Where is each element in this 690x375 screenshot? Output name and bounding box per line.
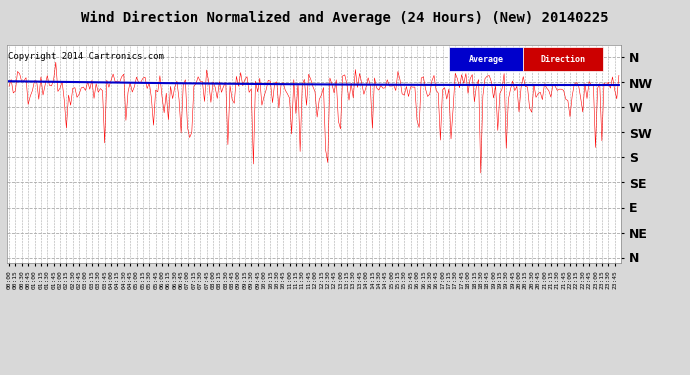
Text: Copyright 2014 Cartronics.com: Copyright 2014 Cartronics.com	[8, 51, 164, 60]
Text: Direction: Direction	[540, 55, 585, 64]
Text: Average: Average	[469, 55, 504, 64]
FancyBboxPatch shape	[449, 47, 523, 71]
FancyBboxPatch shape	[523, 47, 602, 71]
Text: Wind Direction Normalized and Average (24 Hours) (New) 20140225: Wind Direction Normalized and Average (2…	[81, 11, 609, 26]
